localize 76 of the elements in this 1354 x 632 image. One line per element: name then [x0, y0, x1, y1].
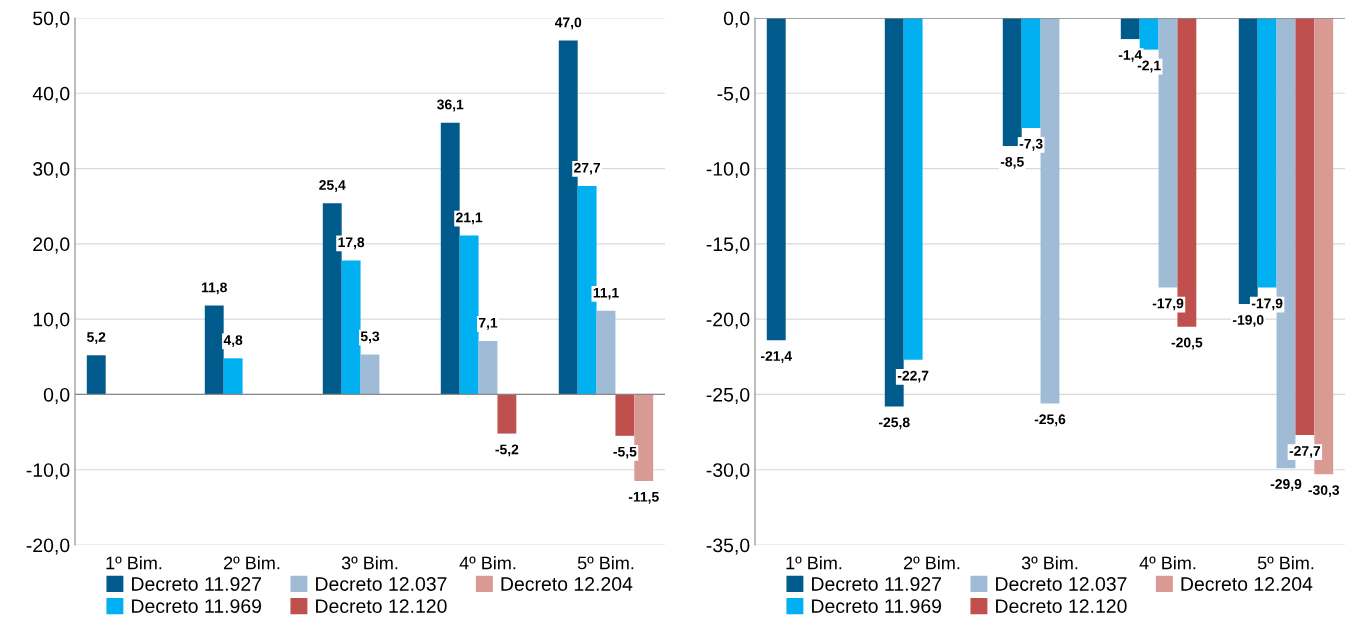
- data-label: -21,4: [760, 351, 792, 363]
- bar: [341, 260, 361, 395]
- x-tick-label: 4º Bim.: [1139, 556, 1196, 570]
- y-tick-label: 30,0: [33, 162, 70, 179]
- data-label: 21,1: [456, 212, 483, 225]
- y-tick-label: -25,0: [706, 387, 750, 404]
- data-label: -17,9: [1251, 298, 1283, 311]
- data-label: -5,2: [495, 444, 519, 457]
- bar: [497, 394, 517, 434]
- data-label: 27,7: [574, 162, 601, 175]
- data-label: -1,4: [1118, 50, 1143, 62]
- data-label: -30,3: [1308, 485, 1340, 497]
- data-label: -20,5: [1171, 337, 1203, 350]
- bar: [615, 394, 635, 436]
- y-tick-label: -20,0: [706, 312, 750, 329]
- y-tick-label: 10,0: [33, 312, 70, 329]
- x-tick-label: 5º Bim.: [1257, 556, 1314, 570]
- data-label: 11,8: [201, 282, 227, 295]
- bar: [459, 235, 479, 395]
- data-label: 11,1: [593, 287, 619, 300]
- x-tick-label: 2º Bim.: [224, 556, 280, 570]
- bar: [204, 305, 224, 395]
- x-tick-label: 3º Bim.: [1021, 556, 1078, 570]
- x-tick-label: 3º Bim.: [341, 556, 398, 570]
- x-tick-label: 4º Bim.: [459, 556, 516, 570]
- x-tick-label: 1º Bim.: [786, 556, 842, 570]
- y-tick-label: -35,0: [706, 538, 750, 555]
- data-label: -7,3: [1019, 138, 1043, 151]
- data-label: -5,5: [613, 446, 637, 459]
- data-label: -27,7: [1289, 445, 1321, 458]
- y-tick-label: -15,0: [706, 237, 750, 254]
- y-tick-label: -20,0: [26, 538, 70, 555]
- legend-label: Decreto 12.204: [1181, 577, 1313, 591]
- legend-label: Decreto 11.969: [132, 599, 262, 613]
- data-label: -19,0: [1232, 314, 1264, 327]
- x-tick-label: 5º Bim.: [577, 556, 634, 570]
- legend-label: Decreto 11.927: [132, 577, 262, 591]
- data-label: 4,8: [223, 335, 243, 348]
- legend-label: Decreto 12.037: [316, 577, 447, 591]
- data-label: -22,7: [897, 370, 929, 383]
- data-label: -2,1: [1137, 60, 1161, 73]
- data-label: -29,9: [1270, 479, 1302, 491]
- x-tick-label: 1º Bim.: [106, 556, 162, 570]
- legend-label: Decreto 12.120: [996, 599, 1127, 613]
- data-label: 5,2: [87, 332, 106, 345]
- y-tick-label: -10,0: [26, 463, 70, 480]
- data-label: 36,1: [437, 99, 464, 112]
- data-label: 25,4: [319, 180, 346, 192]
- data-label: 47,0: [554, 17, 582, 30]
- data-label: 7,1: [478, 318, 498, 330]
- y-tick-label: -10,0: [706, 162, 750, 179]
- y-tick-label: -5,0: [717, 86, 750, 103]
- bar: [478, 340, 498, 395]
- data-label: 17,8: [338, 237, 365, 250]
- y-tick-label: 0,0: [43, 387, 70, 404]
- legend-label: Decreto 12.204: [501, 577, 633, 591]
- y-tick-label: -30,0: [706, 463, 750, 480]
- legend-label: Decreto 11.927: [812, 577, 942, 591]
- data-label: -25,6: [1034, 414, 1066, 427]
- y-tick-label: 20,0: [33, 237, 70, 254]
- y-tick-label: 50,0: [33, 11, 70, 28]
- data-label: -11,5: [628, 492, 659, 504]
- bar: [360, 354, 380, 395]
- data-label: 5,3: [360, 331, 380, 344]
- data-label: -17,9: [1152, 298, 1184, 311]
- bar: [86, 355, 106, 395]
- legend-label: Decreto 11.969: [812, 599, 942, 613]
- y-tick-label: 40,0: [32, 86, 70, 103]
- legend-label: Decreto 12.037: [996, 577, 1127, 591]
- bar: [596, 310, 616, 395]
- data-label: -8,5: [1000, 156, 1024, 169]
- x-tick-label: 2º Bim.: [904, 556, 960, 570]
- data-label: -25,8: [878, 417, 910, 430]
- legend-label: Decreto 12.120: [316, 599, 447, 613]
- y-tick-label: 0,0: [723, 11, 750, 28]
- bar: [223, 358, 243, 395]
